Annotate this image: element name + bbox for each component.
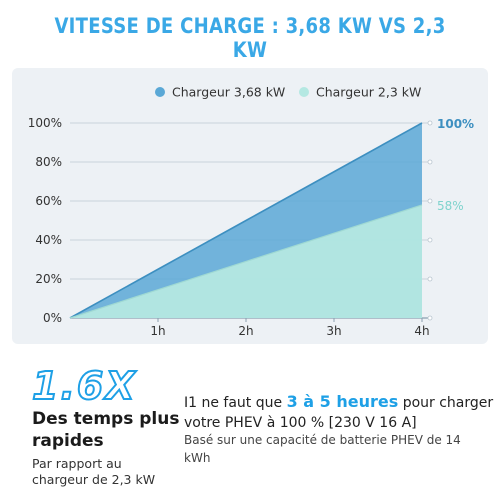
- grid-end-dot: [427, 159, 433, 165]
- charge-time-prefix: I1 ne faut que: [184, 395, 287, 411]
- charge-time-highlight: 3 à 5 heures: [286, 392, 399, 411]
- legend-label-3-68kw: Chargeur 3,68 kW: [172, 85, 285, 100]
- grid-end-dot: [427, 276, 433, 282]
- comparison-note: Par rapport au chargeur de 2,3 kW: [32, 456, 156, 487]
- y-tick-label: 40%: [35, 233, 62, 247]
- x-tick-label: 3h: [326, 324, 341, 338]
- series-line-3-68kw: [69, 122, 423, 319]
- grid-end-dot: [427, 237, 433, 243]
- charge-time-statement: I1 ne faut que 3 à 5 heures pour charger…: [184, 392, 494, 433]
- headline: Des temps plus rapides: [32, 409, 180, 451]
- speed-multiplier: 1.6X: [31, 363, 137, 409]
- x-tick-label: 1h: [150, 324, 165, 338]
- legend-label-2-3kw: Chargeur 2,3 kW: [316, 85, 421, 100]
- y-tick-label: 80%: [35, 155, 62, 169]
- grid-end-dot: [427, 315, 433, 321]
- battery-capacity-note: Basé sur une capacité de batterie PHEV d…: [184, 433, 461, 465]
- end-label-3-68kw: 100%: [437, 117, 474, 131]
- end-label-2-3kw: 58%: [437, 199, 464, 213]
- legend-marker-2-3kw: [299, 87, 309, 97]
- grid-end-dot: [427, 120, 433, 126]
- charge-speed-chart: 0% 20% 40% 60% 80% 100% 1h 2h 3h 4h 100% 58% Chargeu…: [28, 85, 474, 339]
- page-title: VITESSE DE CHARGE : 3,68 KW VS 2,3 KW: [54, 14, 446, 62]
- series-line-2-3kw: [69, 204, 423, 319]
- legend-marker-3-68kw: [155, 87, 165, 97]
- y-tick-label: 100%: [28, 116, 62, 130]
- x-tick-label: 2h: [238, 324, 253, 338]
- y-tick-label: 0%: [43, 311, 62, 325]
- charge-time-suffix: pour charger votre PHEV à 100 % [230 V 1…: [184, 395, 494, 431]
- y-tick-label: 20%: [35, 272, 62, 286]
- y-tick-label: 60%: [35, 194, 62, 208]
- grid-end-dot: [427, 198, 433, 204]
- x-tick-label: 4h: [414, 324, 429, 338]
